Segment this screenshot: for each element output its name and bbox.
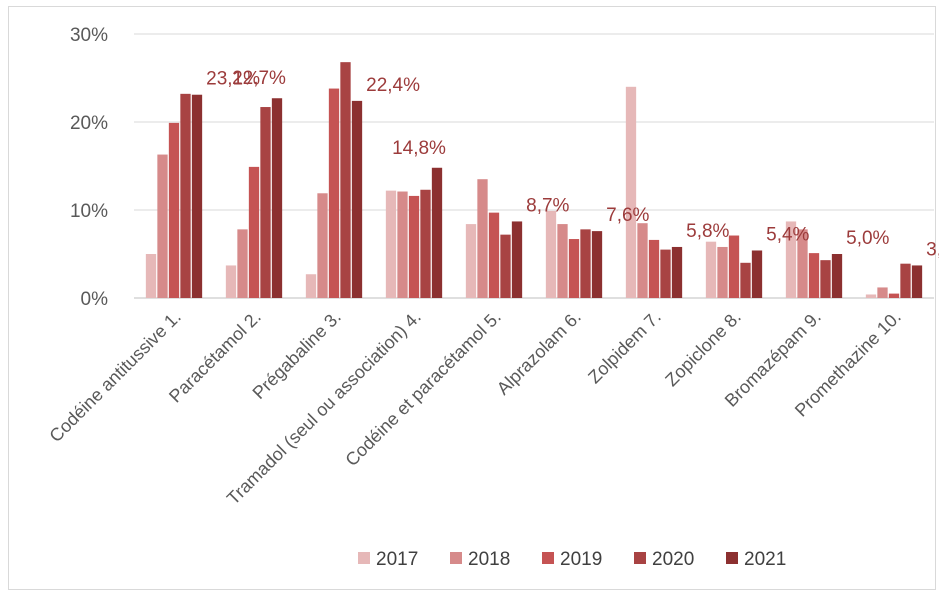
data-label: 5,0% [846, 228, 889, 249]
bar-2018 [557, 224, 568, 298]
bar-2020 [580, 229, 591, 298]
bar-2018 [397, 191, 408, 298]
legend-swatch [634, 552, 646, 564]
bar-2017 [225, 265, 237, 298]
bar-2021 [831, 254, 843, 298]
bar-2017 [785, 221, 797, 298]
bar-2019 [728, 235, 740, 298]
data-label: 7,6% [606, 205, 649, 226]
bar-2017 [705, 241, 717, 298]
bar-2019 [568, 239, 580, 298]
bar-2018 [157, 154, 168, 298]
y-axis-tick-labels: 0% 10% 20% 30% [70, 25, 108, 310]
legend-swatch [542, 552, 554, 564]
legend-label: 2018 [468, 549, 510, 570]
bar-2019 [488, 212, 500, 298]
bar-2021 [431, 167, 443, 298]
data-label: 8,7% [526, 195, 569, 216]
y-tick-label: 10% [70, 201, 108, 222]
bar-2021 [911, 265, 923, 298]
bar-2017 [305, 274, 317, 298]
legend-swatch [726, 552, 738, 564]
data-label: 14,8% [392, 138, 446, 159]
bar-2018 [717, 246, 728, 298]
bar-2021 [271, 98, 283, 299]
legend-label: 2019 [560, 549, 602, 570]
bar-2021 [351, 100, 363, 298]
bar-2018 [477, 179, 488, 298]
category-label: Zolpidem 7. [584, 307, 665, 388]
x-axis-category-labels: Codéine antitussive 1.Paracétamol 2.Prég… [45, 307, 904, 509]
bar-2017 [385, 190, 397, 298]
bar-2020 [660, 249, 671, 298]
bars [145, 62, 923, 299]
bar-2019 [408, 195, 420, 298]
bar-2020 [500, 234, 511, 298]
bar-2020 [260, 107, 271, 298]
bar-2018 [317, 193, 328, 298]
bar-2019 [248, 166, 260, 298]
legend-swatch [358, 552, 370, 564]
bar-2020 [340, 62, 351, 298]
data-label: 22,4% [366, 75, 420, 96]
bar-2019 [648, 239, 660, 298]
bar-2019 [328, 88, 340, 298]
bar-2017 [545, 210, 557, 298]
y-tick-label: 20% [70, 113, 108, 134]
legend-label: 2021 [744, 549, 786, 570]
data-label: 23,1% [206, 69, 260, 90]
bar-2021 [511, 221, 523, 298]
bar-2018 [797, 229, 808, 298]
y-tick-label: 0% [81, 289, 109, 310]
bar-2018 [637, 223, 648, 298]
legend: 2017 2018 2019 2020 2021 [358, 549, 786, 570]
category-label: Zopiclone 8. [661, 307, 744, 390]
bar-2021 [671, 246, 683, 298]
bar-2021 [591, 231, 603, 298]
bar-2017 [625, 86, 637, 298]
bar-2019 [168, 122, 180, 298]
data-label: 3,7% [926, 239, 939, 260]
bar-2020 [900, 263, 911, 298]
bar-2020 [740, 262, 751, 298]
data-label: 5,8% [686, 221, 729, 242]
legend-label: 2017 [376, 549, 418, 570]
bar-2018 [237, 229, 248, 298]
category-label: Codéine antitussive 1. [45, 307, 184, 446]
bar-2020 [180, 93, 191, 298]
legend-label: 2020 [652, 549, 694, 570]
y-tick-label: 30% [70, 25, 108, 46]
category-label: Alprazolam 6. [493, 307, 585, 399]
bar-2019 [888, 293, 900, 298]
bar-2017 [465, 224, 477, 298]
category-label: Codéine et paracétamol 5. [341, 307, 504, 470]
bar-2021 [751, 250, 763, 298]
bar-2018 [877, 287, 888, 298]
legend-swatch [450, 552, 462, 564]
data-labels: 23,1%22,7% 22,4% 14,8% 8,7% 7,6% 5,8% 5,4% 5,0%… [206, 68, 939, 260]
bar-2020 [420, 189, 431, 298]
data-label: 5,4% [766, 224, 809, 245]
bar-2020 [820, 260, 831, 298]
bar-2017 [865, 294, 877, 298]
bar-2019 [808, 253, 820, 298]
chart-frame [8, 6, 936, 590]
bar-2021 [191, 94, 203, 298]
bar-2017 [145, 254, 157, 298]
data-label: 22,7% [232, 68, 286, 89]
